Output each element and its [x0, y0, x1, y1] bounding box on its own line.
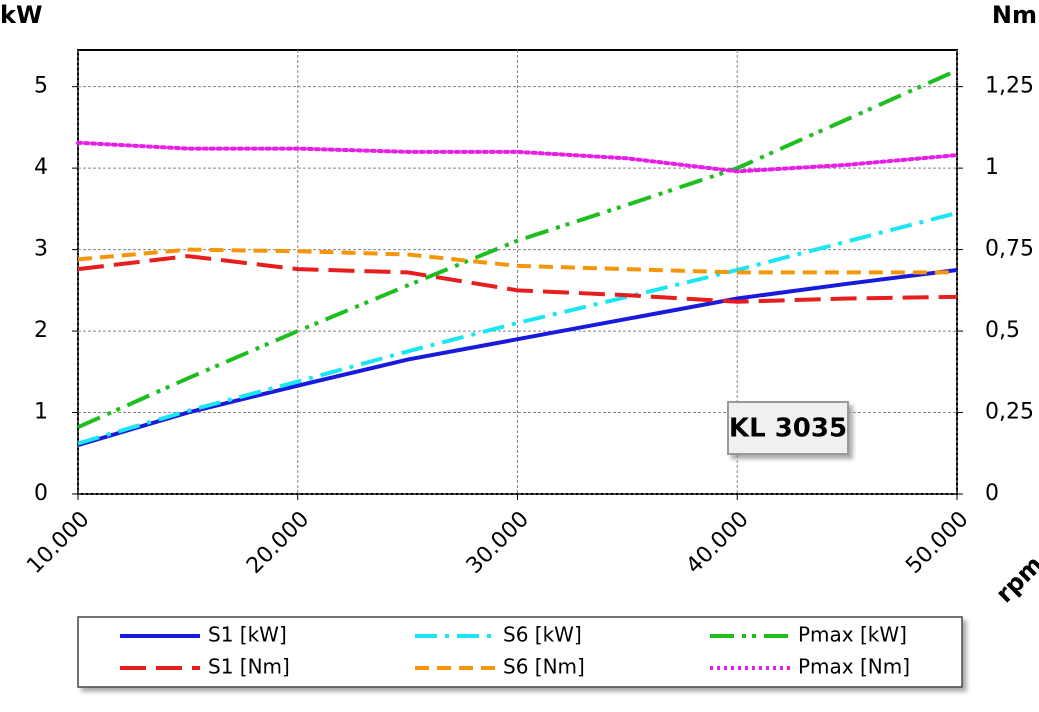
series-line: [77, 247, 957, 275]
legend: [77, 616, 963, 688]
y-axis-label: kW: [0, 1, 42, 29]
x-tick-label: 50.000: [901, 507, 973, 579]
y2-tick-label: 0,75: [985, 237, 1034, 262]
series-line: [77, 211, 958, 446]
legend-label: S1 [Nm]: [208, 655, 290, 679]
y2-axis-label: Nm: [992, 1, 1037, 29]
y-tick-label: 2: [34, 318, 48, 343]
x-tick-label: 40.000: [682, 507, 754, 579]
x-tick-label: 20.000: [242, 507, 314, 579]
y-tick-label: 4: [34, 155, 48, 180]
legend-label: S6 [kW]: [503, 623, 582, 647]
x-tick-label: 30.000: [462, 507, 534, 579]
y2-tick-label: 0,25: [985, 400, 1034, 425]
legend-label: S1 [kW]: [208, 623, 287, 647]
legend-label: Pmax [kW]: [798, 623, 907, 647]
y2-tick-label: 1: [985, 155, 999, 180]
series-line: [77, 68, 958, 430]
series-line: [77, 267, 958, 448]
y-tick-label: 5: [34, 74, 48, 99]
series-line: [76, 140, 959, 174]
y-tick-label: 0: [34, 481, 48, 506]
y-tick-label: 3: [34, 237, 48, 262]
annotation-box: [727, 401, 849, 455]
y2-tick-label: 0,5: [985, 318, 1020, 343]
x-tick-label: 10.000: [22, 507, 94, 579]
series-line: [77, 254, 958, 304]
x-axis-label: rpm: [990, 550, 1039, 608]
plot: [72, 50, 963, 500]
legend-label: Pmax [Nm]: [798, 655, 910, 679]
legend-label: S6 [Nm]: [503, 655, 585, 679]
y2-tick-label: 0: [985, 481, 999, 506]
annotation: KL 3035: [729, 414, 847, 444]
y2-tick-label: 1,25: [985, 74, 1034, 99]
y-tick-label: 1: [34, 400, 48, 425]
